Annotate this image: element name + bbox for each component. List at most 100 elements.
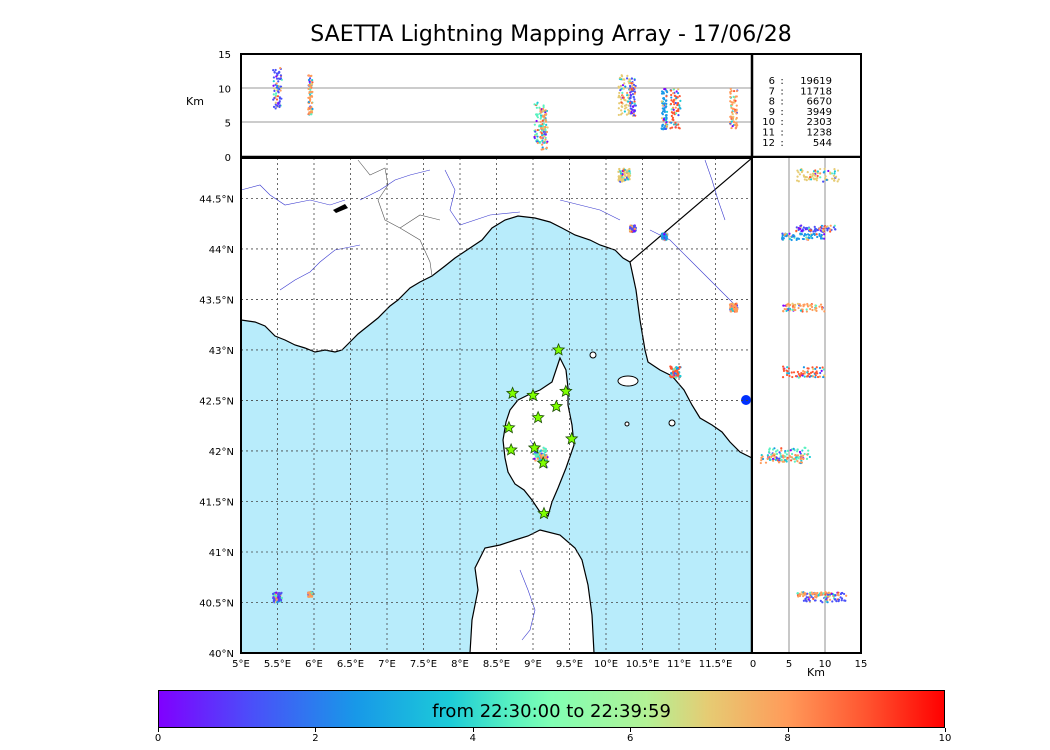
side-lightning-source bbox=[820, 227, 823, 230]
side-lightning-source bbox=[821, 601, 824, 604]
side-lightning-source bbox=[833, 168, 836, 171]
side-lightning-source bbox=[810, 234, 813, 237]
side-lightning-source bbox=[816, 372, 819, 375]
alt-lightning-source bbox=[279, 89, 282, 92]
lon-tick-label: 10°E bbox=[594, 659, 618, 670]
lightning-source bbox=[628, 229, 632, 232]
lightning-source bbox=[276, 601, 279, 604]
lightning-source bbox=[623, 172, 626, 175]
alt-lightning-source bbox=[676, 96, 679, 99]
alt-lightning-source bbox=[730, 111, 734, 114]
side-lightning-source bbox=[784, 455, 787, 458]
side-lightning-source bbox=[775, 452, 779, 456]
side-lightning-source bbox=[808, 599, 811, 602]
side-lightning-source bbox=[822, 368, 825, 371]
side-lightning-source bbox=[760, 456, 763, 459]
side-lightning-source bbox=[794, 375, 798, 378]
lightning-source bbox=[674, 376, 678, 379]
alt-lightning-source bbox=[274, 68, 277, 72]
lightning-source bbox=[618, 167, 621, 171]
count-value: 3949 bbox=[807, 107, 832, 118]
side-lightning-source bbox=[815, 233, 818, 236]
italy-coast bbox=[629, 158, 752, 459]
alt-lightning-source bbox=[543, 113, 546, 116]
side-lightning-source bbox=[764, 461, 768, 464]
count-sep: : bbox=[780, 86, 783, 97]
alt-lightning-source bbox=[627, 94, 631, 97]
alt-lightning-source bbox=[618, 102, 621, 105]
side-lightning-source bbox=[790, 371, 793, 374]
lon-tick-label: 7°E bbox=[378, 659, 396, 670]
side-lightning-source bbox=[771, 457, 775, 461]
side-lightning-source bbox=[823, 310, 826, 313]
side-lightning-source bbox=[811, 237, 814, 240]
lat-tick-label: 44.5°N bbox=[199, 194, 234, 205]
side-lightning-source bbox=[807, 237, 810, 240]
alt-lightning-source bbox=[308, 80, 311, 83]
lightning-source bbox=[275, 598, 278, 601]
side-lightning-source bbox=[780, 449, 783, 452]
montecristo-island bbox=[624, 421, 630, 427]
side-lightning-source bbox=[788, 374, 791, 378]
side-lightning-source bbox=[811, 172, 814, 175]
side-lightning-source bbox=[795, 458, 798, 461]
lightning-source bbox=[678, 365, 681, 369]
side-lightning-source bbox=[784, 451, 787, 454]
alt-lightning-source bbox=[543, 133, 546, 136]
lightning-source bbox=[544, 450, 548, 453]
side-lightning-source bbox=[815, 366, 818, 369]
alt-lightning-source bbox=[310, 105, 313, 109]
alt-lightning-source bbox=[670, 108, 673, 111]
side-lightning-source bbox=[780, 458, 783, 462]
lightning-source bbox=[277, 593, 281, 597]
alt-lightning-source bbox=[542, 104, 545, 107]
alt-lightning-source bbox=[671, 126, 674, 129]
station-star-icon bbox=[559, 384, 573, 398]
side-lightning-source bbox=[781, 232, 784, 235]
side-lightning-source bbox=[820, 593, 823, 596]
count-sep: : bbox=[780, 117, 783, 128]
alt-lightning-source bbox=[544, 138, 547, 141]
side-lightning-source bbox=[767, 450, 771, 453]
side-lightning-source bbox=[809, 178, 813, 181]
side-lightning-source bbox=[791, 302, 794, 305]
lightning-source bbox=[539, 449, 543, 452]
alt-lightning-source bbox=[661, 107, 664, 110]
lightning-source bbox=[661, 234, 664, 238]
side-lightning-source bbox=[797, 306, 800, 310]
lightning-source bbox=[629, 226, 632, 229]
side-lightning-source bbox=[802, 237, 805, 241]
alt-lightning-source bbox=[735, 95, 738, 98]
side-lightning-source bbox=[837, 598, 841, 601]
side-lightning-source bbox=[819, 167, 822, 171]
side-lightning-source bbox=[805, 176, 809, 179]
side-lightning-source bbox=[797, 372, 800, 376]
alt-lightning-source bbox=[633, 86, 637, 89]
side-lightning-source bbox=[784, 458, 787, 462]
side-lightning-source bbox=[812, 368, 815, 371]
side-lightning-source bbox=[810, 303, 813, 306]
alt-lightning-source bbox=[279, 67, 282, 70]
side-lightning-source bbox=[796, 179, 799, 182]
colorbar-tick-label: 6 bbox=[627, 733, 634, 744]
lightning-source bbox=[735, 307, 738, 311]
side-lightning-source bbox=[814, 367, 817, 370]
alt-lightning-source bbox=[662, 118, 666, 121]
alt-lightning-source bbox=[678, 104, 681, 107]
side-lightning-source bbox=[842, 592, 846, 596]
alt-lightning-source bbox=[629, 107, 632, 110]
alt-lightning-source bbox=[729, 87, 732, 91]
side-lightning-source bbox=[771, 459, 775, 462]
alt-lightning-source bbox=[629, 94, 633, 97]
side-lightning-source bbox=[781, 234, 784, 237]
side-lightning-source bbox=[808, 175, 812, 179]
alt-lightning-source bbox=[627, 111, 630, 114]
alt-lightning-source bbox=[307, 100, 310, 104]
alt-lightning-source bbox=[632, 83, 636, 86]
lat-tick-label: 41°N bbox=[209, 548, 234, 559]
count-value: 2303 bbox=[807, 117, 832, 128]
lightning-source bbox=[271, 592, 275, 596]
side-lightning-source bbox=[810, 229, 813, 232]
side-lightning-source bbox=[776, 449, 779, 452]
alt-lightning-source bbox=[308, 90, 311, 94]
